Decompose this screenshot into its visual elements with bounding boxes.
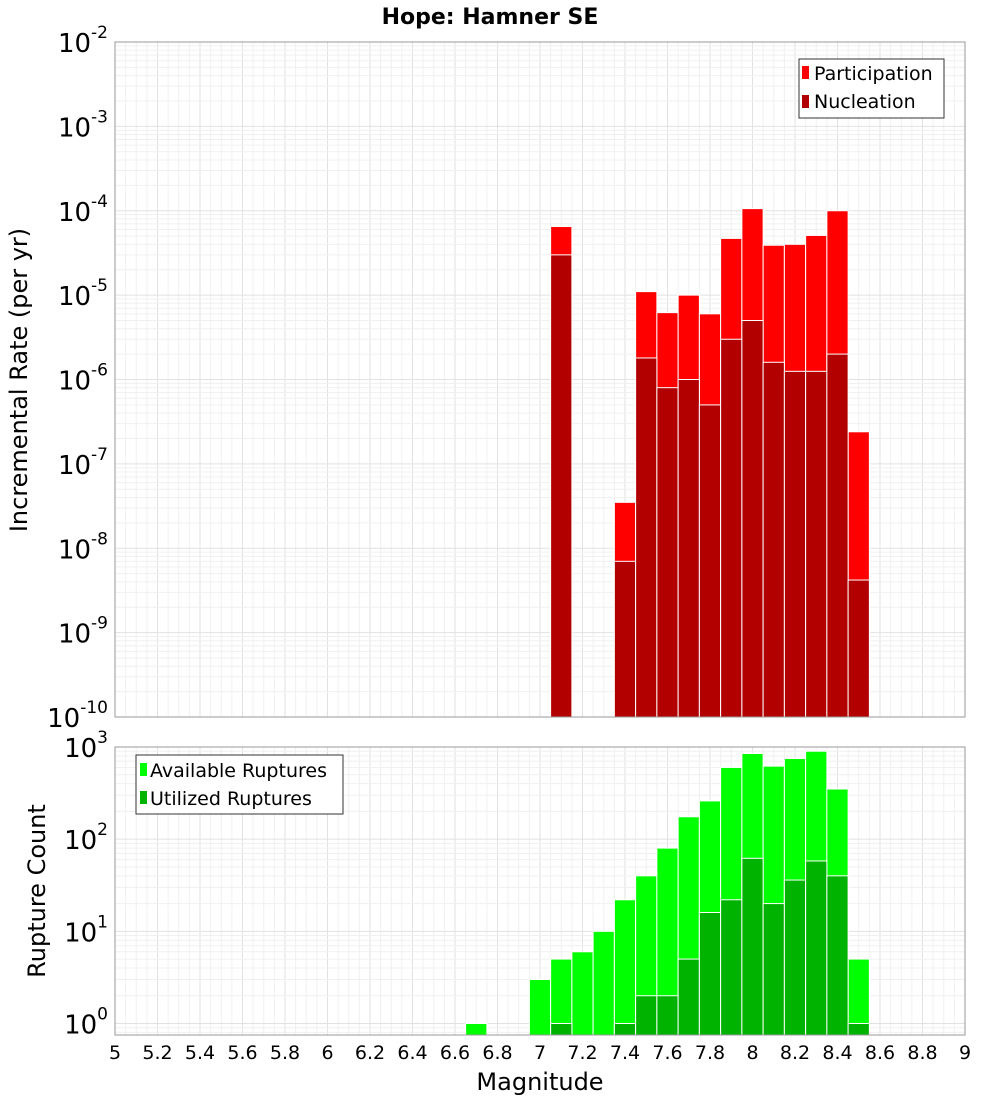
x-tick-label: 5.8 <box>270 1042 300 1064</box>
y-tick-label: 10-7 <box>58 445 108 481</box>
x-tick-label: 7.6 <box>652 1042 682 1064</box>
bottom-bar-utilized-ruptures <box>550 1022 573 1036</box>
top-y-tick-labels: 10-10 10-9 10-8 10-7 10-6 10-5 10-4 10-3 10-2 <box>47 23 108 734</box>
y-tick-label: 10-2 <box>58 23 108 59</box>
x-tick-label: 7 <box>534 1042 546 1064</box>
bottom-bar-utilized-ruptures <box>720 899 743 1036</box>
bottom-legend: Available Ruptures Utilized Ruptures <box>135 754 344 815</box>
x-tick-labels: 5 5.2 5.4 5.6 5.8 6 6.2 6.4 6.6 6.8 7 7.2 7.4 7.6 7.8 8… <box>109 1042 971 1064</box>
y-tick-label: 10-8 <box>58 529 108 565</box>
x-tick-label: 7.4 <box>610 1042 640 1064</box>
top-bar-nucleation <box>550 254 573 718</box>
top-gridlines <box>114 42 966 718</box>
x-tick-label: 7.2 <box>567 1042 597 1064</box>
legend-label-nucleation: Nucleation <box>814 91 916 113</box>
chart-title: Hope: Hamner SE <box>382 5 599 30</box>
bottom-bar-available-ruptures <box>465 1022 488 1036</box>
x-tick-label: 5.2 <box>142 1042 172 1064</box>
bottom-legend-box <box>135 754 344 815</box>
top-bars <box>550 208 870 718</box>
legend-swatch-utilized-ruptures <box>140 791 147 804</box>
bottom-bar-utilized-ruptures <box>677 958 700 1036</box>
legend-swatch-participation <box>802 66 809 79</box>
top-bar-nucleation <box>783 370 807 718</box>
bottom-bar-utilized-ruptures <box>698 912 722 1036</box>
top-bar-nucleation <box>826 353 849 718</box>
top-bar-nucleation <box>762 361 785 718</box>
y-tick-label: 10-5 <box>58 276 108 312</box>
top-plot-frame <box>114 41 966 718</box>
bottom-bar-utilized-ruptures <box>762 903 785 1036</box>
y-tick-label: 10-3 <box>58 107 108 143</box>
x-tick-label: 6.8 <box>482 1042 512 1064</box>
x-tick-label: 8.6 <box>865 1042 895 1064</box>
x-tick-label: 8 <box>746 1042 758 1064</box>
top-bar-nucleation <box>677 379 700 718</box>
bottom-y-axis-label: Rupture Count <box>23 804 51 978</box>
x-tick-label: 6.6 <box>440 1042 470 1064</box>
bottom-bar-utilized-ruptures <box>783 879 807 1036</box>
top-bar-nucleation <box>805 370 828 718</box>
x-tick-label: 5 <box>109 1042 121 1064</box>
x-axis-label: Magnitude <box>476 1068 603 1096</box>
y-tick-label: 100 <box>64 1004 108 1040</box>
bottom-panel: 100 101 102 103 5 5.2 5.4 5.6 5.8 6 6.2 6.4 6.6 6.8 7… <box>23 728 971 1096</box>
x-tick-label: 8.4 <box>822 1042 852 1064</box>
legend-swatch-available-ruptures <box>140 763 147 776</box>
bottom-bar-utilized-ruptures <box>613 1022 637 1036</box>
top-bar-nucleation <box>656 387 679 718</box>
y-tick-label: 10-4 <box>58 192 108 228</box>
top-bar-nucleation <box>613 560 637 718</box>
x-tick-label: 8.8 <box>907 1042 937 1064</box>
legend-label-available-ruptures: Available Ruptures <box>150 760 327 782</box>
y-tick-label: 10-9 <box>58 614 108 650</box>
top-bar-nucleation <box>720 338 743 718</box>
x-tick-label: 5.4 <box>185 1042 215 1064</box>
bottom-bar-available-ruptures <box>528 979 552 1036</box>
top-y-axis-label: Incremental Rate (per yr) <box>5 228 33 532</box>
bottom-bar-utilized-ruptures <box>635 995 658 1036</box>
bottom-bar-utilized-ruptures <box>741 857 764 1036</box>
bottom-bar-utilized-ruptures <box>805 860 828 1036</box>
bottom-bar-available-ruptures <box>613 899 637 1036</box>
bottom-bar-available-ruptures <box>592 930 615 1036</box>
x-tick-label: 5.6 <box>227 1042 257 1064</box>
bottom-y-tick-labels: 100 101 102 103 <box>64 728 108 1040</box>
top-legend: Participation Nucleation <box>798 58 945 119</box>
legend-swatch-nucleation <box>802 95 809 108</box>
bottom-bar-utilized-ruptures <box>847 1022 870 1036</box>
top-bar-nucleation <box>635 357 658 718</box>
top-bar-nucleation <box>847 579 870 718</box>
x-tick-label: 6.2 <box>355 1042 385 1064</box>
x-tick-label: 9 <box>959 1042 971 1064</box>
y-tick-label: 103 <box>64 728 108 764</box>
y-tick-label: 10-6 <box>58 361 108 397</box>
top-legend-box <box>798 58 945 119</box>
y-tick-label: 101 <box>64 912 108 948</box>
bottom-plot-frame <box>114 746 966 1036</box>
x-tick-label: 6.4 <box>397 1042 427 1064</box>
bottom-bar-utilized-ruptures <box>826 875 849 1036</box>
y-tick-label: 102 <box>64 820 108 856</box>
legend-label-participation: Participation <box>814 63 933 85</box>
bottom-bar-available-ruptures <box>571 951 594 1036</box>
top-bar-nucleation <box>698 404 722 718</box>
bottom-bar-utilized-ruptures <box>656 995 679 1036</box>
x-tick-label: 6 <box>321 1042 333 1064</box>
legend-label-utilized-ruptures: Utilized Ruptures <box>150 788 312 810</box>
x-tick-label: 8.2 <box>780 1042 810 1064</box>
top-panel: 10-10 10-9 10-8 10-7 10-6 10-5 10-4 10-3 10-2 In… <box>5 23 966 734</box>
top-bar-nucleation <box>741 320 764 718</box>
y-tick-label: 10-10 <box>47 698 108 734</box>
bottom-bars <box>465 750 870 1036</box>
x-tick-label: 7.8 <box>695 1042 725 1064</box>
